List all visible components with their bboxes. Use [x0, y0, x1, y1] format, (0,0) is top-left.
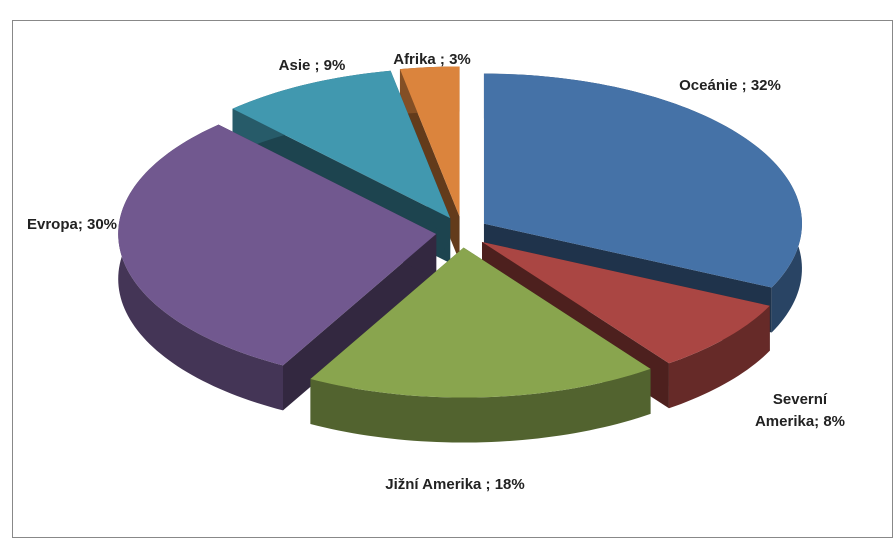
- slice-wall: [668, 305, 770, 409]
- data-label: Afrika ; 3%: [393, 51, 471, 68]
- slice-top: [118, 124, 437, 366]
- slice-top: [483, 73, 802, 288]
- pie-slice: [310, 247, 651, 443]
- data-label: Asie ; 9%: [278, 57, 346, 74]
- data-label: Severní Amerika; 8%: [754, 391, 846, 430]
- slice-top: [232, 70, 451, 219]
- data-label: Jižní Amerika ; 18%: [385, 476, 525, 493]
- slice-wall: [310, 368, 651, 443]
- slice-side: [283, 233, 437, 411]
- slice-top: [482, 241, 770, 364]
- slice-top: [310, 247, 651, 398]
- slice-top: [399, 66, 460, 217]
- data-label: Evropa; 30%: [26, 216, 118, 233]
- data-label: Oceánie ; 32%: [679, 77, 781, 94]
- pie-slice: [118, 124, 437, 411]
